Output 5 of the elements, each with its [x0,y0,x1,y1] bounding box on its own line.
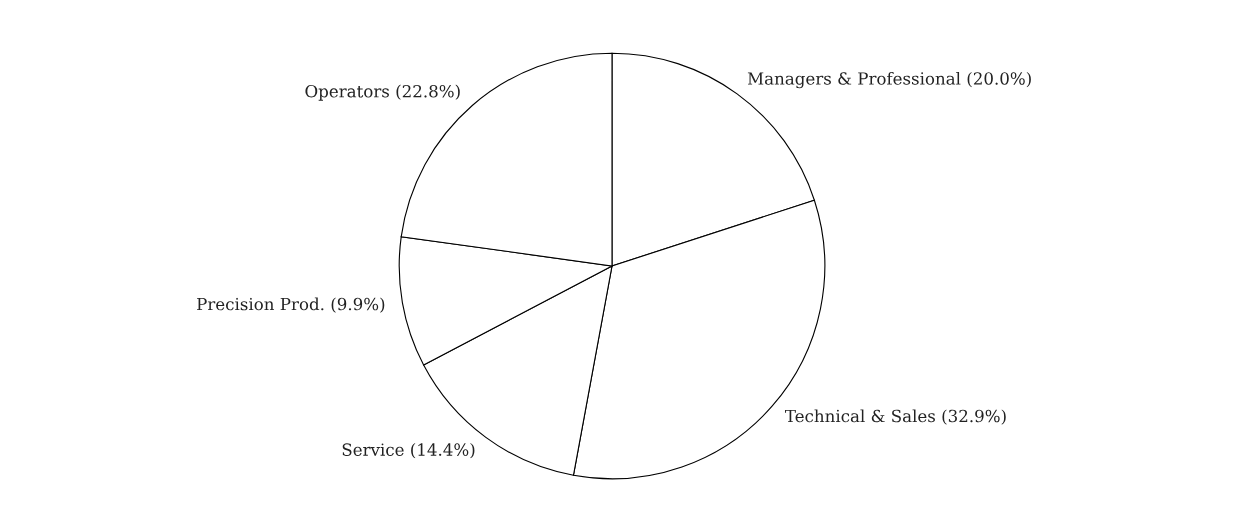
slice-label: Precision Prod. (9.9%) [197,297,385,313]
slice-label: Technical & Sales (32.9%) [785,409,1006,425]
slice-label: Managers & Professional (20.0%) [747,71,1031,89]
slice-label: Service (14.4%) [342,443,475,459]
slice-label: Operators (22.8%) [305,84,460,101]
